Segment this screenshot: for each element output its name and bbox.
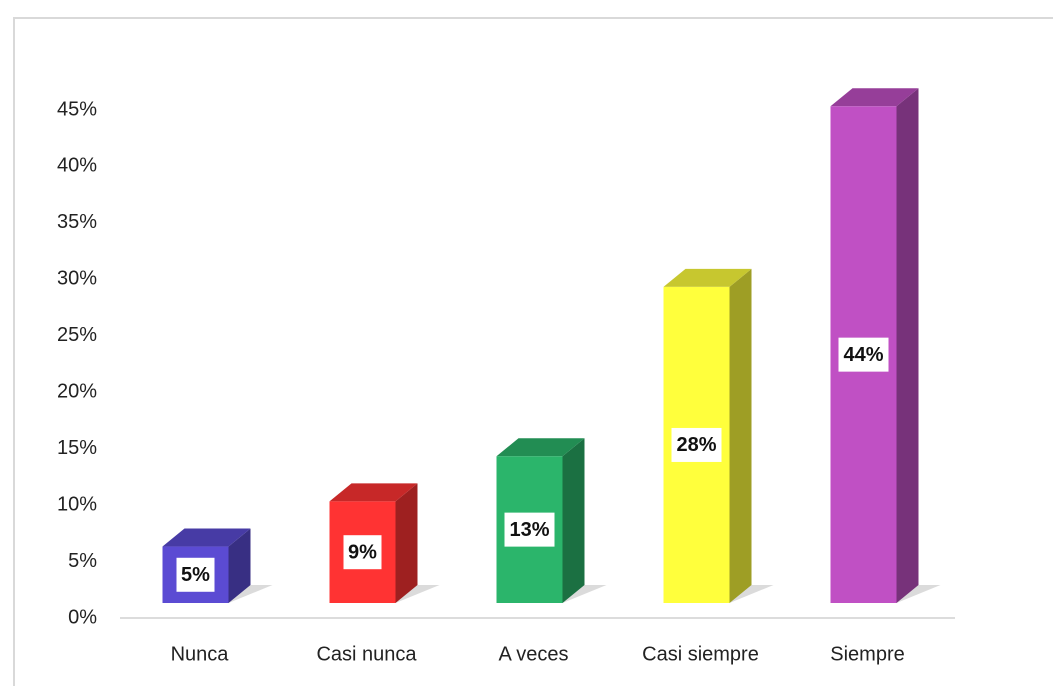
y-tick-label: 15% [57, 437, 97, 459]
value-label-box [671, 427, 722, 462]
value-label: 44% [843, 344, 883, 366]
value-label: 28% [676, 434, 716, 456]
bar-side [729, 268, 752, 603]
value-label: 9% [348, 541, 377, 563]
y-tick-label: 10% [57, 493, 97, 515]
bar-top [329, 483, 418, 502]
y-tick-label: 5% [68, 550, 97, 572]
bar-top [663, 268, 752, 287]
value-label: 5% [181, 564, 210, 586]
y-tick-label: 20% [57, 381, 97, 403]
bar-side [395, 483, 418, 603]
bar-top [496, 438, 585, 457]
bar-side [896, 88, 919, 604]
bar-top [830, 88, 919, 107]
bar-side [228, 528, 251, 603]
y-tick-label: 25% [57, 324, 97, 346]
x-tick-label: Nunca [171, 643, 230, 665]
y-tick-label: 40% [57, 155, 97, 177]
bar [329, 483, 418, 603]
x-tick-label: Casi nunca [316, 643, 417, 665]
y-tick-label: 35% [57, 211, 97, 233]
value-label-box [343, 535, 382, 570]
bar-top [162, 528, 251, 547]
value-label-box [838, 337, 889, 372]
bar [162, 528, 251, 603]
x-tick-label: A veces [498, 643, 568, 665]
value-label: 13% [509, 519, 549, 541]
y-tick-label: 45% [57, 98, 97, 120]
x-tick-label: Siempre [830, 643, 904, 665]
value-label-box [176, 557, 215, 592]
chart-frame [13, 17, 1053, 686]
y-tick-label: 0% [68, 606, 97, 628]
value-label-box [504, 512, 555, 547]
x-tick-label: Casi siempre [642, 643, 759, 665]
bar-side [562, 438, 585, 603]
y-tick-label: 30% [57, 268, 97, 290]
